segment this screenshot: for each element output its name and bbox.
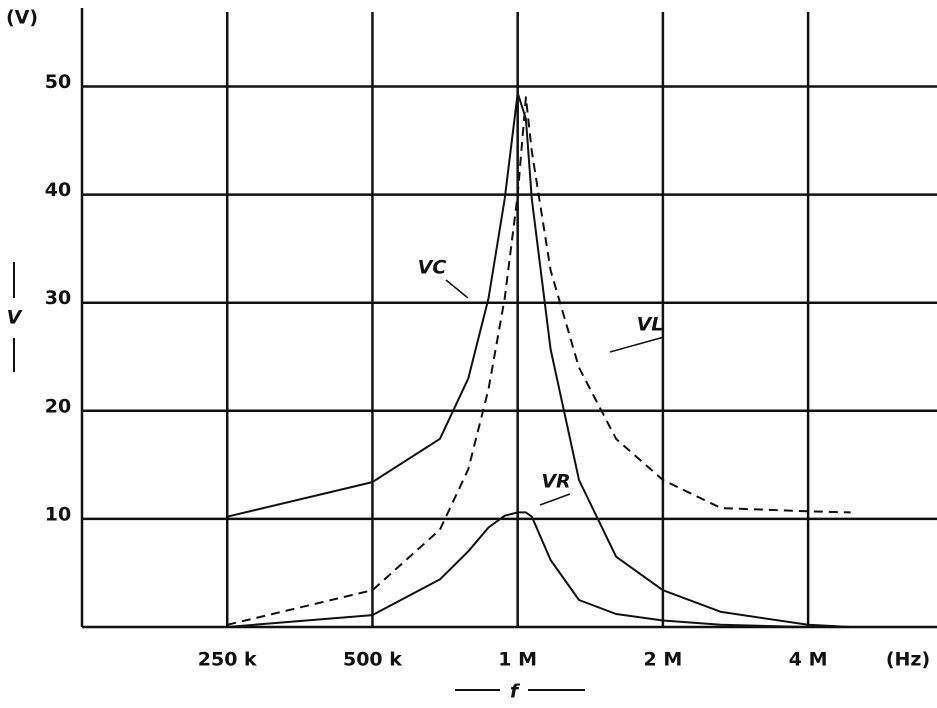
x-tick-label: 500 k bbox=[343, 649, 402, 671]
y-label: V bbox=[7, 307, 23, 329]
series-label-leader bbox=[609, 336, 665, 353]
series-line bbox=[226, 96, 851, 626]
series-label-leader bbox=[445, 279, 469, 299]
y-tick-label: 20 bbox=[45, 395, 71, 417]
series-label-leader bbox=[539, 493, 571, 506]
x-tick-label: 2 M bbox=[644, 649, 683, 671]
series-label: VC bbox=[418, 257, 447, 279]
series-line bbox=[226, 92, 851, 628]
x-tick-label: 1 M bbox=[498, 649, 537, 671]
x-tick-label: 4 M bbox=[789, 649, 828, 671]
x-tick-label: 250 k bbox=[198, 649, 257, 671]
series-label: VL bbox=[637, 314, 664, 336]
series-label: VR bbox=[541, 471, 570, 493]
y-unit: (V) bbox=[6, 7, 38, 29]
series-line bbox=[227, 511, 851, 628]
y-tick-label: 30 bbox=[45, 287, 71, 309]
y-tick-label: 50 bbox=[45, 71, 71, 93]
x-label: f bbox=[510, 681, 521, 703]
y-tick-label: 10 bbox=[45, 503, 71, 525]
y-tick-label: 40 bbox=[45, 179, 71, 201]
x-unit: (Hz) bbox=[886, 649, 930, 671]
